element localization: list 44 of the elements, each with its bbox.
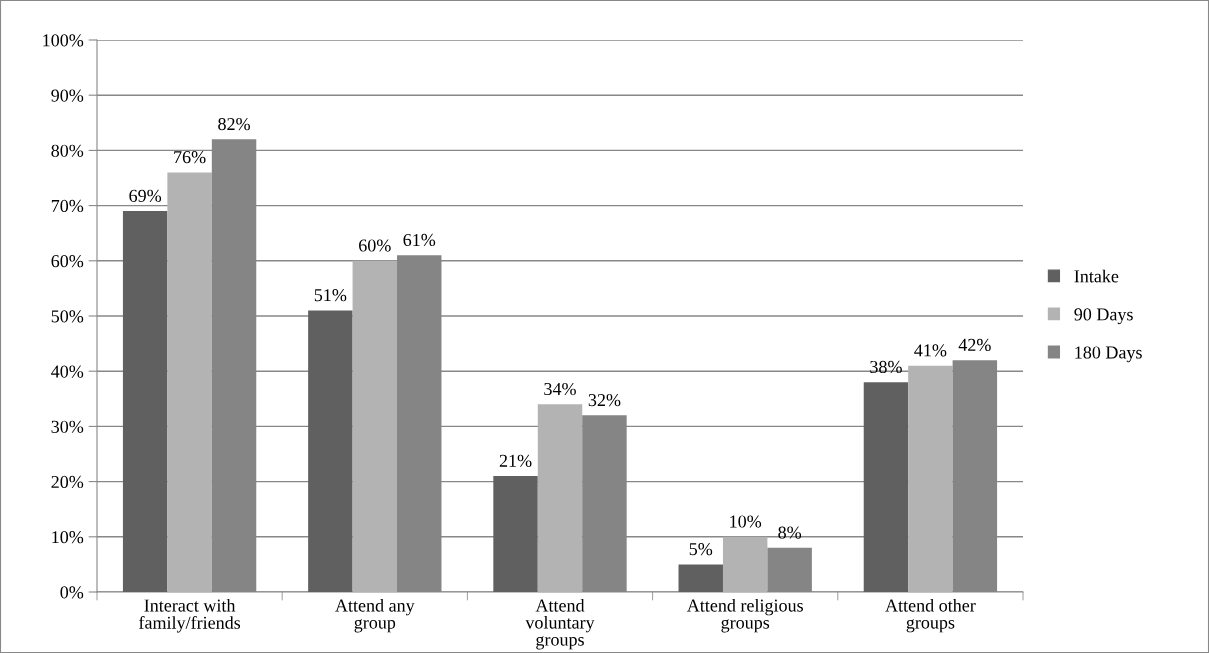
bar [352, 260, 398, 592]
data-label: 51% [314, 289, 347, 302]
y-tick-label: 60% [51, 255, 84, 268]
bar [167, 172, 212, 592]
legend-label: 180 Days [1075, 346, 1142, 363]
y-tick-label: 80% [51, 144, 84, 157]
y-tick-label: 30% [51, 420, 84, 433]
bar [863, 382, 909, 592]
y-tick-label: 0% [60, 586, 84, 599]
data-label: 34% [544, 382, 576, 396]
data-label: 60% [359, 239, 391, 252]
legend-label: 90 Days [1074, 308, 1133, 325]
y-tick-label: 40% [51, 365, 84, 378]
y-tick-label: 100% [43, 34, 84, 47]
bar [908, 365, 953, 592]
data-label: 10% [730, 515, 762, 528]
data-label: 5% [689, 542, 713, 556]
data-label: 76% [174, 151, 206, 164]
data-label: 69% [129, 189, 162, 202]
x-tick-label: Interact with family/friends [139, 598, 241, 633]
data-label: 32% [588, 393, 621, 407]
data-label: 38% [870, 360, 902, 374]
bar [678, 564, 723, 592]
y-tick-label: 10% [52, 531, 84, 544]
bar [537, 404, 583, 592]
bar [493, 476, 538, 592]
x-tick-label: Attend religious groups [686, 598, 803, 633]
data-label: 41% [914, 344, 947, 357]
y-tick-label: 90% [51, 89, 84, 102]
y-tick-label: 50% [51, 310, 84, 323]
data-label: 61% [403, 233, 436, 247]
data-label: 82% [218, 117, 250, 131]
y-tick-label: 70% [51, 199, 84, 213]
legend-label: Intake [1074, 269, 1119, 283]
bar [122, 211, 168, 592]
data-label: 8% [778, 526, 802, 539]
bar [308, 310, 353, 592]
x-tick-label: Attend other groups [885, 598, 976, 633]
data-label: 42% [958, 338, 991, 351]
x-tick-label: Attend voluntary groups [525, 598, 595, 650]
data-label: 21% [499, 454, 532, 467]
x-tick-label: Attend any group [335, 598, 415, 633]
bar [722, 536, 768, 592]
y-tick-label: 20% [51, 475, 84, 489]
